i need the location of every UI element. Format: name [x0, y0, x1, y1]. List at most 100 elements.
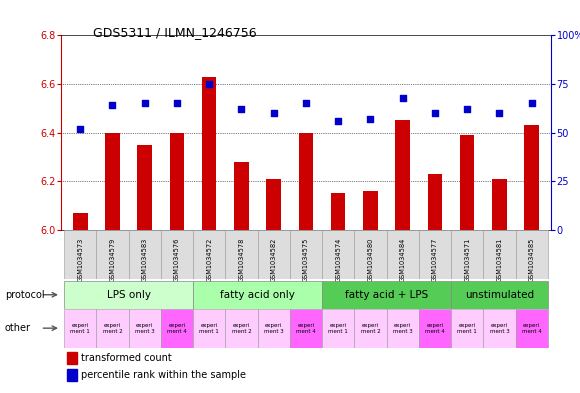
Text: experi
ment 3: experi ment 3 [490, 323, 509, 334]
Text: fatty acid only: fatty acid only [220, 290, 295, 300]
Text: LPS only: LPS only [107, 290, 151, 300]
Bar [363, 191, 378, 230]
Text: fatty acid + LPS: fatty acid + LPS [345, 290, 428, 300]
Bar [483, 230, 516, 279]
Text: GSM1034585: GSM1034585 [528, 237, 535, 282]
Text: transformed count: transformed count [81, 353, 172, 363]
Bar [483, 309, 516, 348]
Text: experi
ment 3: experi ment 3 [264, 323, 284, 334]
Bar [258, 230, 290, 279]
Bar [299, 132, 313, 230]
Text: GSM1034572: GSM1034572 [206, 237, 212, 282]
Text: experi
ment 3: experi ment 3 [393, 323, 412, 334]
Bar [226, 309, 258, 348]
Point [205, 81, 214, 87]
Point [495, 110, 504, 116]
Point [108, 102, 117, 108]
Bar [73, 213, 88, 230]
Point [398, 94, 407, 101]
Bar [419, 309, 451, 348]
Bar [161, 230, 193, 279]
Text: other: other [5, 323, 31, 333]
Text: GSM1034576: GSM1034576 [174, 237, 180, 282]
Bar [322, 281, 451, 309]
Bar [202, 77, 216, 230]
Bar [170, 132, 184, 230]
Text: GSM1034575: GSM1034575 [303, 237, 309, 282]
Text: unstimulated: unstimulated [465, 290, 534, 300]
Bar [129, 309, 161, 348]
Bar [64, 281, 193, 309]
Text: experi
ment 2: experi ment 2 [103, 323, 122, 334]
Bar [354, 309, 386, 348]
Text: experi
ment 1: experi ment 1 [70, 323, 90, 334]
Point [172, 100, 182, 107]
Text: experi
ment 1: experi ment 1 [328, 323, 348, 334]
Bar [193, 309, 226, 348]
Text: experi
ment 2: experi ment 2 [361, 323, 380, 334]
Bar [64, 230, 96, 279]
Bar [266, 179, 281, 230]
Bar [427, 174, 442, 230]
Bar [331, 193, 346, 230]
Bar [193, 281, 322, 309]
Bar [451, 309, 483, 348]
Point [237, 106, 246, 112]
Bar [96, 230, 129, 279]
Bar [129, 230, 161, 279]
Bar [64, 309, 96, 348]
Text: GDS5311 / ILMN_1246756: GDS5311 / ILMN_1246756 [93, 26, 256, 39]
Text: GSM1034577: GSM1034577 [432, 237, 438, 282]
Bar [516, 309, 548, 348]
Bar [322, 230, 354, 279]
Text: GSM1034574: GSM1034574 [335, 237, 341, 282]
Bar [396, 121, 410, 230]
Point [302, 100, 311, 107]
Text: GSM1034581: GSM1034581 [496, 237, 502, 281]
Bar [451, 281, 548, 309]
Text: GSM1034584: GSM1034584 [400, 237, 405, 282]
Bar [516, 230, 548, 279]
Bar [105, 132, 119, 230]
Bar [193, 230, 226, 279]
Text: GSM1034578: GSM1034578 [238, 237, 244, 282]
Bar [234, 162, 249, 230]
Text: experi
ment 4: experi ment 4 [425, 323, 445, 334]
Text: experi
ment 4: experi ment 4 [167, 323, 187, 334]
Point [430, 110, 440, 116]
Bar [386, 309, 419, 348]
Text: experi
ment 4: experi ment 4 [296, 323, 316, 334]
Point [334, 118, 343, 124]
Bar [354, 230, 386, 279]
Bar [460, 135, 474, 230]
Text: GSM1034573: GSM1034573 [77, 237, 84, 281]
Text: GSM1034571: GSM1034571 [464, 237, 470, 281]
Text: GSM1034579: GSM1034579 [110, 237, 115, 281]
Point [140, 100, 150, 107]
Text: percentile rank within the sample: percentile rank within the sample [81, 370, 246, 380]
Text: experi
ment 1: experi ment 1 [457, 323, 477, 334]
Point [269, 110, 278, 116]
Text: GSM1034582: GSM1034582 [271, 237, 277, 282]
Text: GSM1034580: GSM1034580 [368, 237, 374, 282]
Bar [386, 230, 419, 279]
Bar [161, 309, 193, 348]
Point [462, 106, 472, 112]
Point [75, 126, 85, 132]
Bar [524, 125, 539, 230]
Point [366, 116, 375, 122]
Bar [322, 309, 354, 348]
Bar [492, 179, 507, 230]
Bar [290, 309, 322, 348]
Point [527, 100, 536, 107]
Bar [226, 230, 258, 279]
Text: experi
ment 1: experi ment 1 [200, 323, 219, 334]
Bar [96, 309, 129, 348]
Bar [137, 145, 152, 230]
Text: GSM1034583: GSM1034583 [142, 237, 148, 281]
Text: protocol: protocol [5, 290, 44, 300]
Bar [419, 230, 451, 279]
Text: experi
ment 2: experi ment 2 [231, 323, 251, 334]
Bar [258, 309, 290, 348]
Text: experi
ment 3: experi ment 3 [135, 323, 155, 334]
